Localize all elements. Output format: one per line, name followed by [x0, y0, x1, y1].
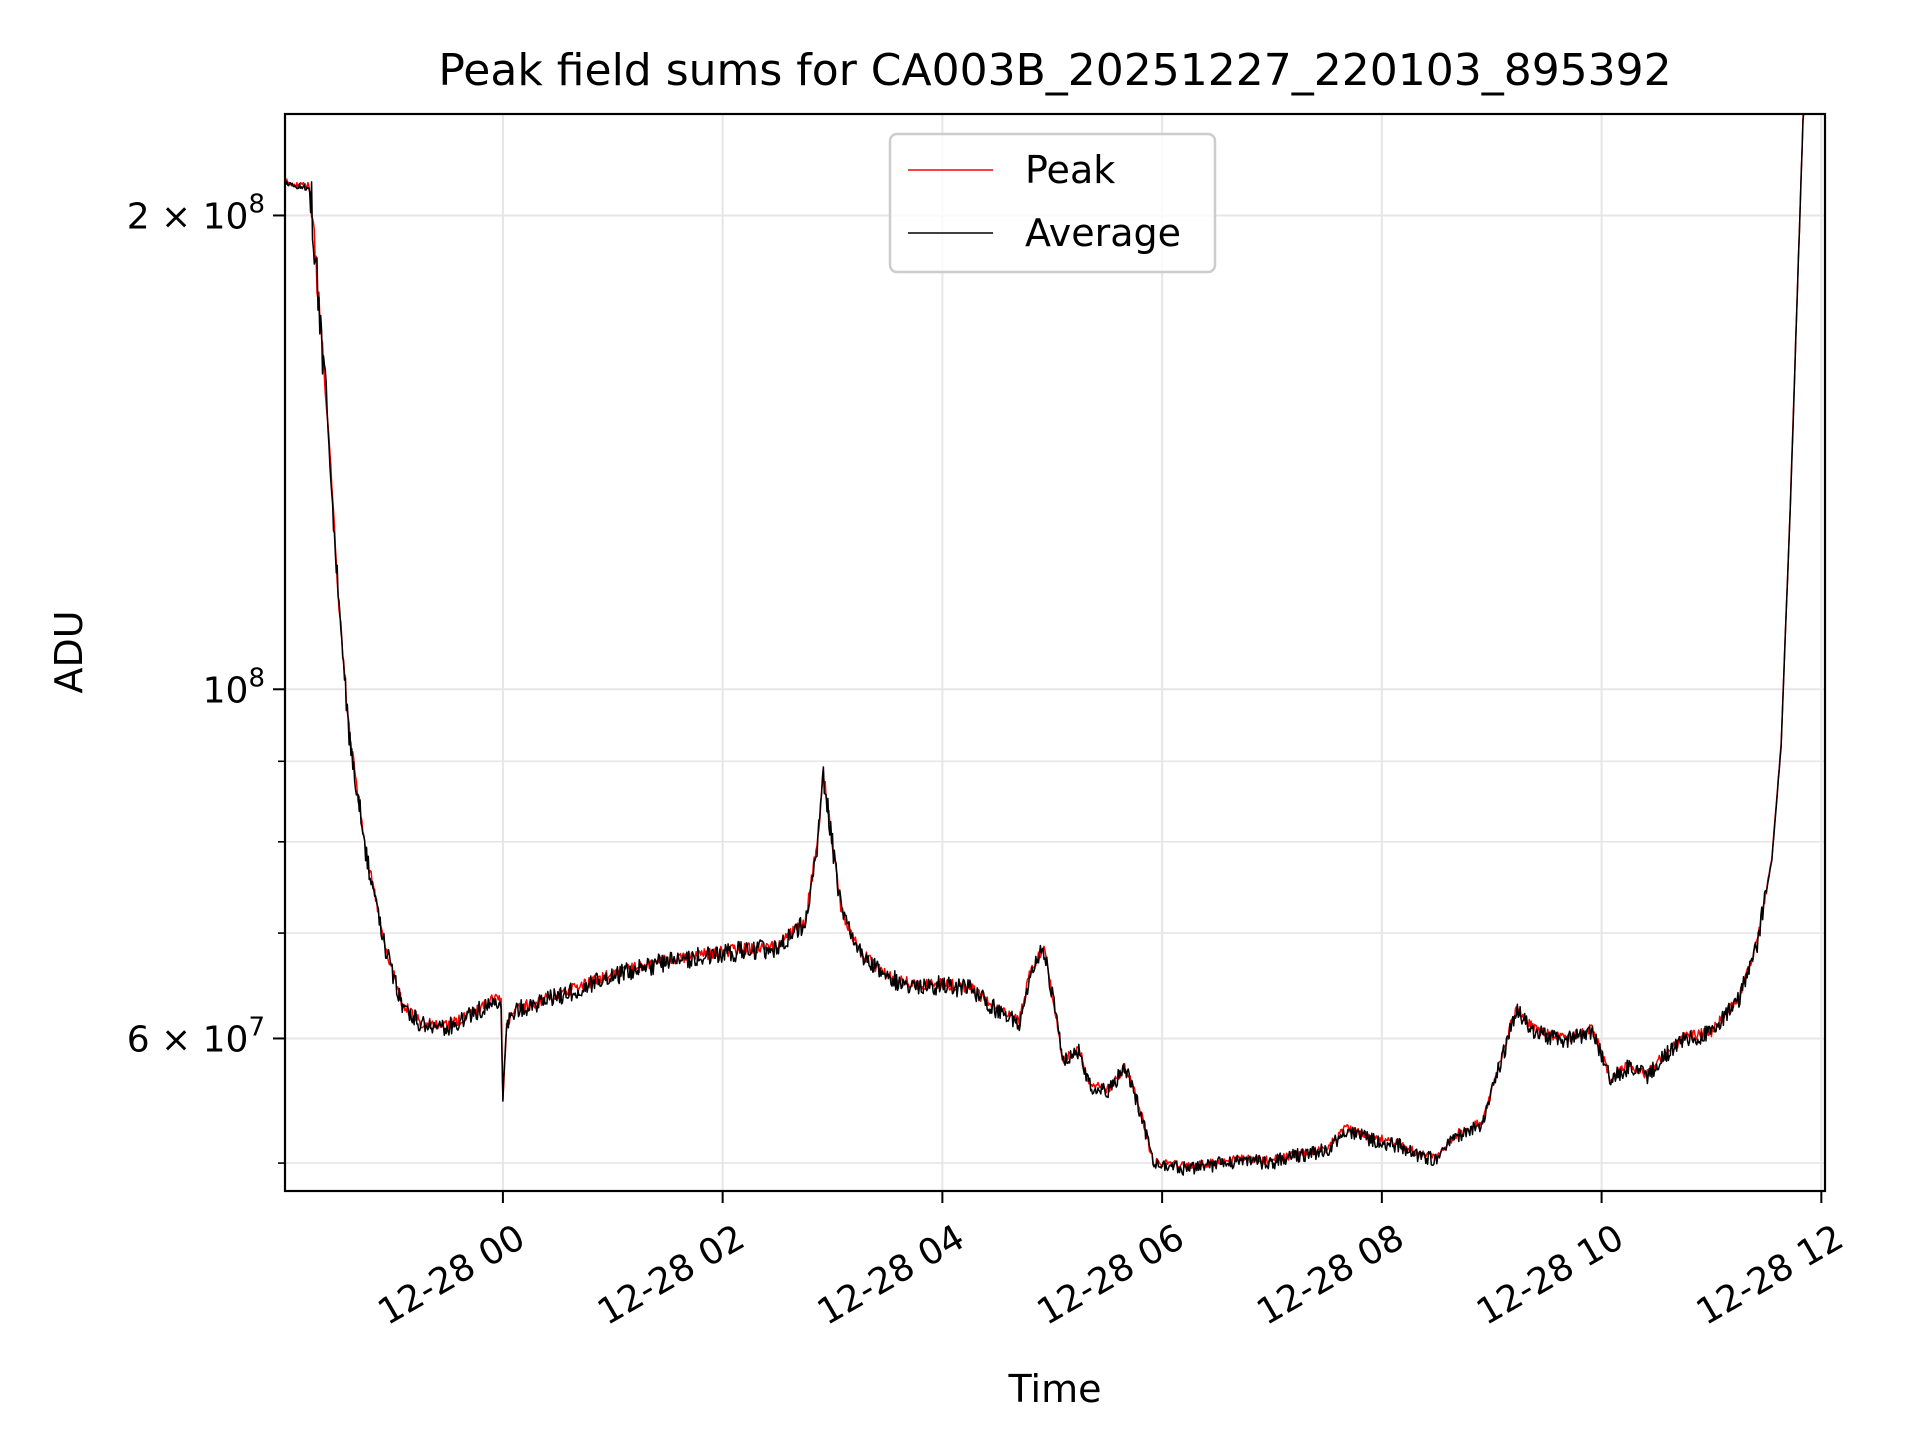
legend-frame: [888, 132, 1217, 274]
y-axis-label: ADU: [47, 610, 91, 693]
plot-area: [285, 114, 1805, 1176]
chart-title: Peak field sums for CA003B_20251227_2201…: [438, 45, 1671, 96]
x-axis-label: Time: [1008, 1367, 1102, 1411]
y-tick-label: 6 × 107: [127, 1012, 265, 1060]
legend-label-average: Average: [1025, 211, 1181, 255]
y-axis-ticks: 6 × 107 108 2 × 108: [127, 189, 285, 1164]
axes-frame: [283, 112, 1827, 1193]
legend: Peak Average: [888, 132, 1217, 274]
y-tick-label: 108: [203, 663, 265, 711]
y-tick-label: 2 × 108: [127, 189, 265, 237]
legend-label-peak: Peak: [1025, 148, 1115, 192]
series-line-average: [285, 114, 1805, 1176]
